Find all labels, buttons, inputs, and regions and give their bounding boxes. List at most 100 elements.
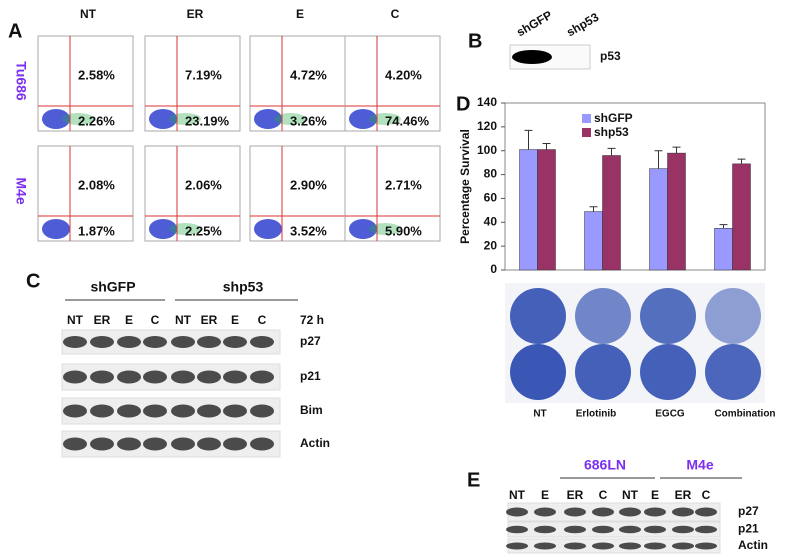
percent-lower: 23.19% — [185, 113, 230, 128]
cell-cluster — [254, 109, 282, 129]
blot-band — [143, 404, 167, 418]
blot-band — [619, 507, 641, 517]
time-label: 72 h — [300, 313, 324, 327]
blot-band — [143, 336, 167, 348]
cell-cluster — [254, 219, 282, 239]
blot-band — [512, 50, 552, 64]
blot-band — [672, 507, 694, 517]
lane-label: E — [651, 488, 659, 502]
blot-band — [506, 507, 528, 517]
lane-label: C — [599, 488, 608, 502]
lane-label: shp53 — [564, 10, 601, 40]
error-bar — [719, 224, 728, 229]
blot-label: p21 — [300, 369, 321, 383]
blot-band — [63, 336, 87, 348]
percent-upper: 2.08% — [78, 177, 115, 192]
cell-cluster — [42, 109, 70, 129]
y-tick-label: 80 — [484, 167, 498, 181]
blot-band — [197, 437, 221, 451]
percent-upper: 2.90% — [290, 177, 327, 192]
lane-label: ER — [675, 488, 692, 502]
lane-label: C — [258, 313, 267, 327]
blot-band — [171, 404, 195, 418]
blot-label: Bim — [300, 403, 323, 417]
blot-band — [117, 370, 141, 384]
lane-label: C — [151, 313, 160, 327]
blot-band — [197, 336, 221, 348]
blot-band — [644, 525, 666, 534]
percent-upper: 4.72% — [290, 67, 327, 82]
column-header: ER — [187, 7, 204, 21]
blot-band — [619, 542, 641, 550]
x-tick-label: Combination — [714, 409, 775, 420]
blot-label: p27 — [300, 334, 321, 348]
blot-band — [197, 404, 221, 418]
y-axis-label: Percentage Survival — [458, 129, 472, 244]
cell-cluster — [149, 219, 177, 239]
y-tick-label: 140 — [477, 95, 497, 109]
panel-letter: C — [26, 270, 40, 292]
blot-band — [250, 370, 274, 384]
x-tick-label: EGCG — [655, 409, 685, 420]
legend-label: shGFP — [594, 111, 633, 125]
plot-frame — [504, 102, 766, 271]
percent-lower: 2.26% — [78, 113, 115, 128]
blot-band — [117, 336, 141, 348]
lane-label: NT — [509, 488, 526, 502]
blot-band — [171, 336, 195, 348]
blot-band — [171, 370, 195, 384]
colony-wells — [510, 288, 761, 400]
error-bar — [542, 143, 551, 150]
row-label: M4e — [13, 177, 29, 204]
group-label: 686LN — [584, 457, 626, 473]
bar — [584, 211, 603, 271]
blot-band — [672, 525, 694, 534]
percent-upper: 2.58% — [78, 67, 115, 82]
percent-lower: 5.90% — [385, 223, 422, 238]
lane-label: NT — [175, 313, 192, 327]
blot-band — [534, 525, 556, 534]
percent-upper: 2.06% — [185, 177, 222, 192]
lane-label: ER — [94, 313, 111, 327]
bar — [537, 149, 556, 271]
lane-label: NT — [622, 488, 639, 502]
blot-band — [117, 437, 141, 451]
bar — [602, 155, 621, 271]
legend-label: shp53 — [594, 125, 629, 139]
panel-letter: D — [456, 93, 470, 115]
percent-lower: 3.52% — [290, 223, 327, 238]
blot-band — [223, 404, 247, 418]
blot-band — [63, 404, 87, 418]
blot-band — [223, 437, 247, 451]
percent-lower: 1.87% — [78, 223, 115, 238]
blot-band — [143, 370, 167, 384]
blot-band — [672, 542, 694, 550]
lane-label: ER — [201, 313, 218, 327]
percent-upper: 4.20% — [385, 67, 422, 82]
group-label: M4e — [686, 457, 713, 473]
panel-letter: B — [468, 30, 482, 52]
percent-upper: 2.71% — [385, 177, 422, 192]
blot-band — [695, 542, 717, 550]
blot-band — [90, 404, 114, 418]
lane-label: C — [702, 488, 711, 502]
bar — [649, 168, 668, 271]
error-bar — [672, 146, 681, 154]
bar — [519, 149, 538, 271]
bar — [732, 163, 751, 271]
percent-lower: 74.46% — [385, 113, 430, 128]
blot-band — [592, 525, 614, 534]
blot-label: Actin — [300, 436, 330, 450]
percent-lower: 3.26% — [290, 113, 327, 128]
error-bar — [737, 158, 746, 164]
blot-label: Actin — [738, 538, 768, 552]
error-bar — [654, 150, 663, 169]
blot-band — [90, 370, 114, 384]
cell-cluster — [349, 219, 377, 239]
blot-band — [143, 437, 167, 451]
percent-lower: 2.25% — [185, 223, 222, 238]
cell-cluster — [349, 109, 377, 129]
blot-label: p53 — [600, 49, 621, 63]
